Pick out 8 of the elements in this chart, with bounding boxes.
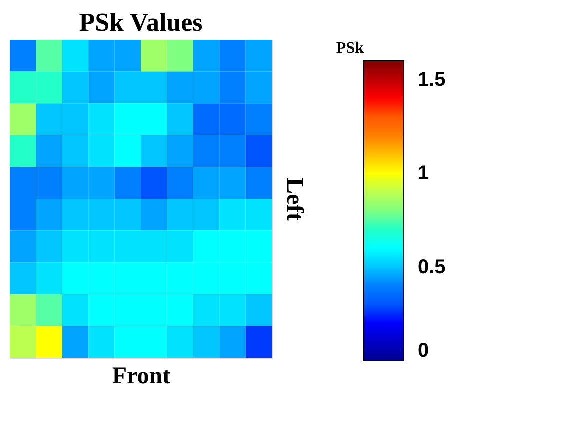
y-axis-title: Left: [282, 178, 308, 221]
color-bar-label: 0: [418, 340, 430, 362]
color-bar-label: 1: [418, 162, 430, 184]
color-bar-label: 0.5: [418, 256, 446, 278]
chart-title: PSk Values: [79, 8, 203, 37]
color-bar-label: 1.5: [418, 68, 446, 91]
color-bar-title: PSk: [336, 40, 364, 57]
x-axis-title: Front: [112, 364, 171, 390]
